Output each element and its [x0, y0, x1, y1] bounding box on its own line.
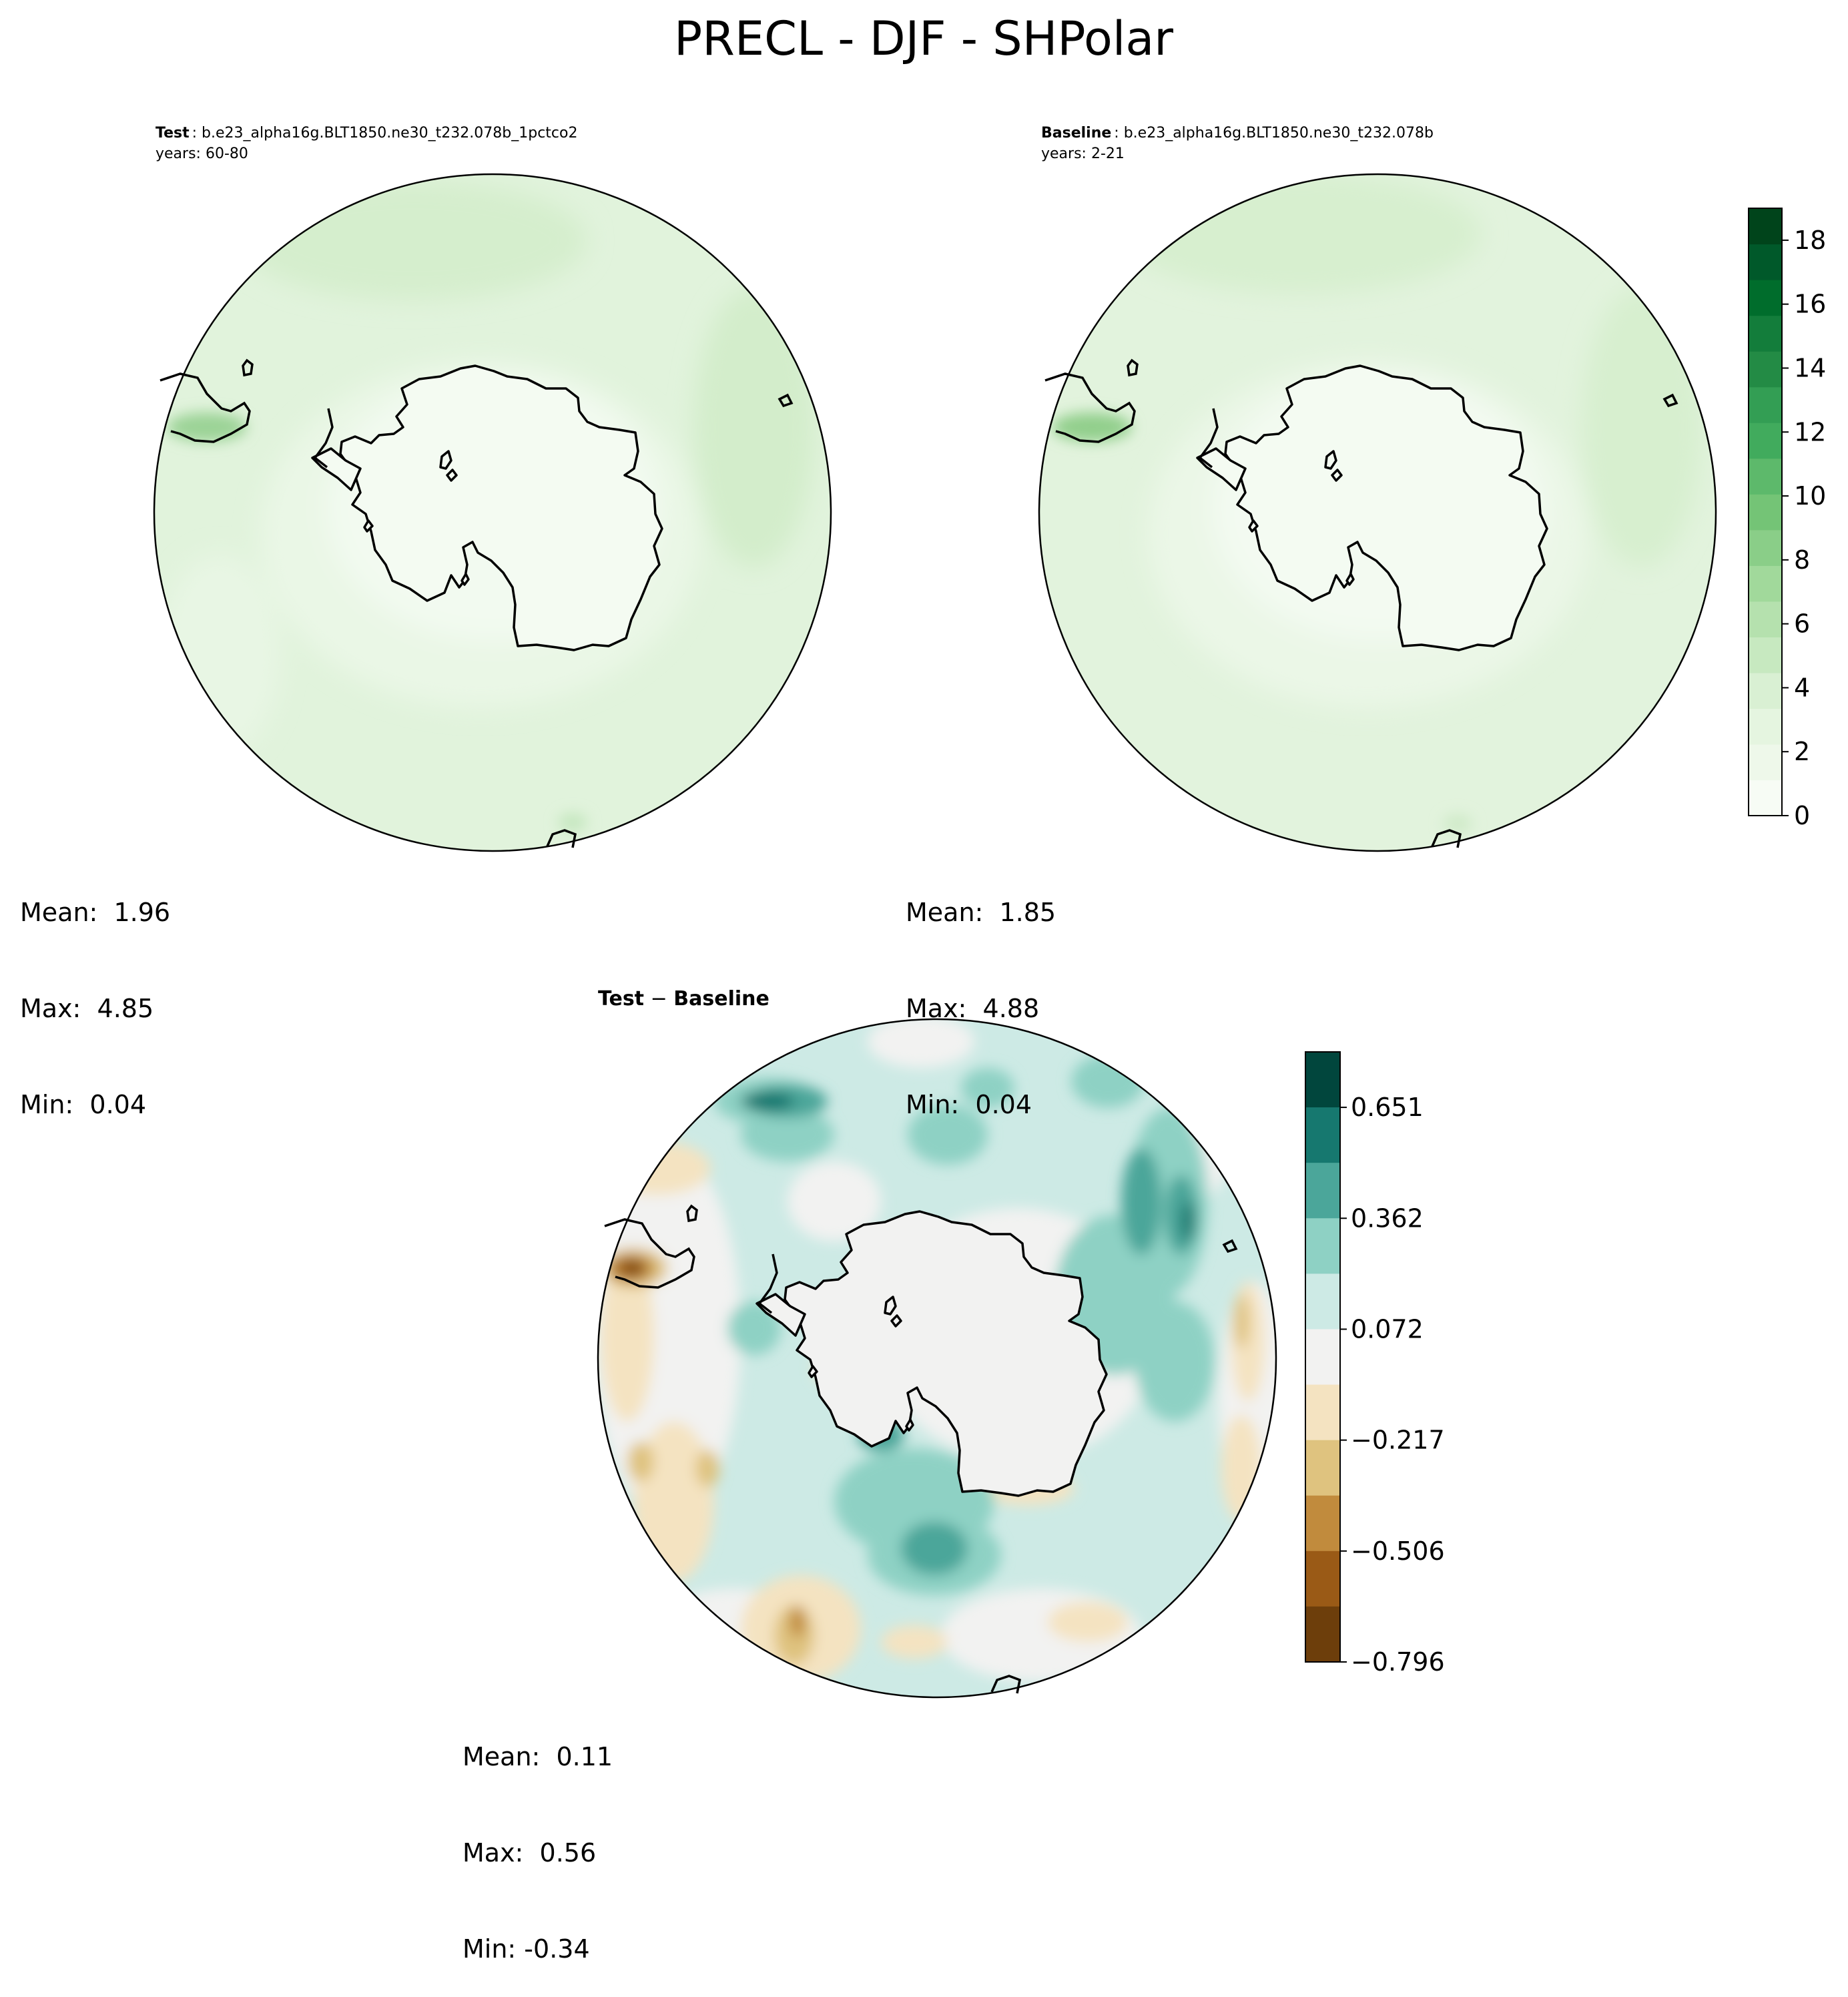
precip-colorbar-bin [1749, 244, 1782, 280]
diff-label-a: Test [598, 987, 644, 1011]
precip-colorbar-bin [1749, 637, 1782, 673]
diff-max: Max: 0.56 [463, 1838, 597, 1868]
diff-min: Min: -0.34 [463, 1934, 590, 1964]
test-label: Test [156, 125, 190, 141]
diff-colorbar-bin [1305, 1052, 1340, 1108]
baseline-years: years: 2-21 [1041, 146, 1125, 162]
diff-title: Test − Baseline [598, 987, 769, 1011]
precip-colorbar-bin [1749, 672, 1782, 709]
baseline-label: Baseline [1041, 125, 1111, 141]
diff-colorbar-label: 0.651 [1351, 1093, 1424, 1122]
diff-colorbar-bin [1305, 1550, 1340, 1607]
diff-colorbar-bin [1305, 1273, 1340, 1330]
precip-colorbar-bin [1749, 315, 1782, 352]
precip-colorbar-label: 18 [1794, 226, 1826, 255]
precip-colorbar-bin [1749, 565, 1782, 602]
antarctica-coastline-baseline [1044, 358, 1678, 848]
diff-mean: Mean: 0.11 [463, 1742, 613, 1771]
test-case-line: Test: b.e23_alpha16g.BLT1850.ne30_t232.0… [156, 125, 577, 141]
diff-colorbar-label: 0.072 [1351, 1314, 1424, 1344]
south-america-coastline [160, 358, 794, 848]
test-mean: Mean: 1.96 [20, 898, 171, 927]
baseline-panel: Baseline: b.e23_alpha16g.BLT1850.ne30_t2… [1038, 125, 1717, 852]
baseline-max: Max: 4.88 [906, 994, 1040, 1023]
diff-colorbar-frame [1305, 1051, 1341, 1663]
precip-colorbar-bin [1749, 386, 1782, 423]
precip-colorbar-label: 0 [1794, 801, 1810, 830]
precip-colorbar-label: 14 [1794, 353, 1826, 382]
test-years: years: 60-80 [156, 146, 248, 162]
diff-colorbar-bin [1305, 1384, 1340, 1441]
test-map-frame [153, 173, 832, 852]
diff-colorbar-bin [1305, 1495, 1340, 1552]
test-min: Min: 0.04 [20, 1090, 146, 1119]
baseline-case: b.e23_alpha16g.BLT1850.ne30_t232.078b [1124, 125, 1434, 141]
precip-colorbar-label: 4 [1794, 673, 1810, 702]
precip-colorbar-label: 16 [1794, 290, 1826, 319]
precip-colorbar-bin [1749, 208, 1782, 245]
precip-colorbar-label: 12 [1794, 417, 1826, 447]
precip-colorbar-bin [1749, 458, 1782, 495]
diff-colorbar-bin [1305, 1329, 1340, 1386]
precip-colorbar-frame [1748, 208, 1783, 816]
diff-colorbar: 0.651 0.362 0.072 −0.217 −0.506 −0.796 [1305, 1051, 1445, 1677]
diff-colorbar-bin [1305, 1606, 1340, 1663]
precip-colorbar-bin [1749, 280, 1782, 316]
test-case: b.e23_alpha16g.BLT1850.ne30_t232.078b_1p… [202, 125, 577, 141]
precip-colorbar-bin [1749, 601, 1782, 637]
diff-colorbar-bin [1305, 1107, 1340, 1163]
precip-colorbar-bin [1749, 708, 1782, 745]
diff-colorbar-label: −0.217 [1351, 1426, 1445, 1455]
precip-colorbar: 0 2 4 6 8 10 12 14 16 18 [1748, 208, 1826, 830]
diff-colorbar-bin [1305, 1218, 1340, 1274]
precip-colorbar-bin [1749, 351, 1782, 388]
precip-colorbar-bin [1749, 494, 1782, 531]
baseline-case-line: Baseline: b.e23_alpha16g.BLT1850.ne30_t2… [1041, 125, 1434, 141]
antarctica-coastline [311, 364, 663, 651]
precip-colorbar-bin [1749, 780, 1782, 816]
precip-colorbar-bin [1749, 744, 1782, 781]
test-panel: Test: b.e23_alpha16g.BLT1850.ne30_t232.0… [153, 125, 832, 852]
antarctica-coastline-diff [604, 1204, 1238, 1694]
figure: PRECL - DJF - SHPolar Test: b.e23_alpha1… [153, 11, 1826, 1699]
baseline-map-frame [1038, 173, 1717, 852]
precip-colorbar-bin [1749, 529, 1782, 566]
test-stats: Mean: 1.96 Max: 4.85 Min: 0.04 [20, 832, 170, 1153]
precip-colorbar-label: 8 [1794, 545, 1810, 575]
precip-colorbar-label: 6 [1794, 609, 1810, 639]
precip-colorbar-bin [1749, 422, 1782, 459]
figure-title: PRECL - DJF - SHPolar [674, 11, 1173, 66]
baseline-stats: Mean: 1.85 Max: 4.88 Min: 0.04 [906, 832, 1056, 1153]
diff-colorbar-bin [1305, 1440, 1340, 1496]
baseline-min: Min: 0.04 [906, 1090, 1032, 1119]
diff-minus: − [644, 987, 673, 1011]
baseline-sep: : [1114, 125, 1123, 141]
diff-label-b: Baseline [673, 987, 769, 1011]
diff-map-frame [597, 1018, 1277, 1699]
diff-colorbar-label: −0.796 [1351, 1647, 1445, 1677]
diff-colorbar-label: 0.362 [1351, 1203, 1424, 1233]
test-sep: : [192, 125, 202, 141]
precip-colorbar-label: 2 [1794, 737, 1810, 766]
diff-colorbar-label: −0.506 [1351, 1536, 1445, 1566]
diff-stats: Mean: 0.11 Max: 0.56 Min: -0.34 [463, 1677, 613, 1997]
baseline-mean: Mean: 1.85 [906, 898, 1056, 927]
diff-colorbar-bin [1305, 1163, 1340, 1219]
diff-panel: Test − Baseline [597, 987, 1277, 1699]
precip-colorbar-label: 10 [1794, 481, 1826, 511]
test-max: Max: 4.85 [20, 994, 154, 1023]
